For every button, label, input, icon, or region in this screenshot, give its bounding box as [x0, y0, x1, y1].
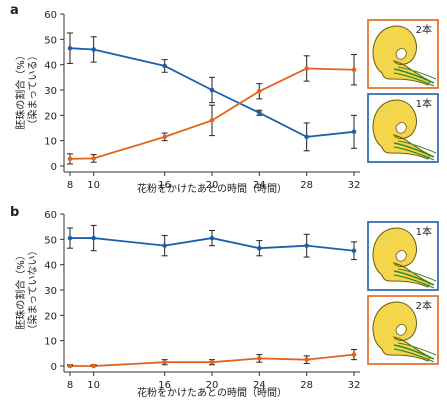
- data-point: [351, 129, 357, 135]
- data-point: [209, 118, 215, 123]
- x-tick-label: 20: [206, 180, 219, 191]
- y-axis-label: 胚珠の割合（%）: [14, 50, 27, 130]
- y-tick-label: 10: [44, 137, 57, 148]
- data-point: [162, 63, 167, 69]
- data-point: [91, 363, 96, 369]
- data-point: [351, 352, 357, 357]
- x-tick-label: 28: [300, 180, 313, 191]
- y-axis-sublabel: （染まっていない）: [26, 245, 39, 334]
- y-axis-label: 胚珠の割合（%）: [14, 250, 27, 330]
- y-tick-label: 50: [44, 35, 57, 46]
- data-point: [304, 134, 309, 140]
- panel-b: b 0 10 20 30 40 50 60 8 10 16 20 24 28 32 花粉をかけたあとの時間（時…: [10, 205, 439, 399]
- x-tick-label: 10: [87, 380, 100, 391]
- y-tick-label: 0: [51, 362, 57, 373]
- data-point: [209, 359, 215, 365]
- x-tick-label: 20: [206, 380, 219, 391]
- data-point: [257, 245, 262, 251]
- legend-label: 2本: [416, 23, 432, 36]
- data-point: [351, 248, 357, 254]
- panel-letter: a: [10, 3, 19, 18]
- y-tick-label: 60: [44, 10, 57, 21]
- y-tick-label: 20: [44, 311, 57, 322]
- x-tick-label: 10: [87, 180, 100, 191]
- data-point: [67, 45, 73, 51]
- data-point: [67, 235, 73, 241]
- y-tick-label: 60: [44, 210, 57, 221]
- panel-a: a 0 10 20 30 40 50 60 8 10 16 20 24 28 32 花粉をかけたあとの時間（時…: [10, 3, 439, 195]
- data-point: [91, 156, 96, 161]
- y-axis-sublabel: （染まっている）: [26, 50, 39, 129]
- data-point: [91, 47, 96, 52]
- y-tick-label: 40: [44, 261, 57, 272]
- y-tick-label: 10: [44, 337, 57, 348]
- y-tick-label: 40: [44, 61, 57, 72]
- data-point: [257, 88, 262, 94]
- legend-label: 1本: [416, 225, 432, 238]
- data-point: [209, 87, 215, 93]
- legend-label: 2本: [416, 299, 432, 312]
- x-axis-label: 花粉をかけたあとの時間（時間）: [137, 386, 287, 399]
- x-tick-label: 32: [348, 380, 361, 391]
- data-point: [67, 156, 73, 162]
- data-point: [162, 359, 167, 365]
- y-tick-label: 20: [44, 111, 57, 122]
- x-tick-label: 8: [67, 180, 73, 191]
- data-point: [162, 243, 167, 248]
- x-tick-label: 16: [158, 180, 171, 191]
- x-tick-label: 16: [158, 380, 171, 391]
- legend-label: 1本: [416, 97, 432, 110]
- x-tick-label: 8: [67, 380, 73, 391]
- data-point: [257, 356, 262, 361]
- panel-letter: b: [10, 205, 19, 220]
- y-tick-label: 30: [44, 86, 57, 97]
- x-axis-label: 花粉をかけたあとの時間（時間）: [137, 182, 287, 195]
- data-point: [91, 235, 96, 241]
- data-point: [257, 110, 262, 116]
- y-tick-label: 0: [51, 162, 57, 173]
- data-point: [67, 363, 73, 369]
- data-point: [162, 134, 167, 140]
- x-tick-label: 24: [253, 180, 266, 191]
- x-tick-label: 28: [300, 380, 313, 391]
- y-tick-label: 50: [44, 235, 57, 246]
- data-point: [304, 66, 309, 71]
- x-tick-label: 24: [253, 380, 266, 391]
- y-tick-label: 30: [44, 286, 57, 297]
- data-point: [304, 243, 309, 248]
- data-point: [209, 235, 215, 241]
- x-tick-label: 32: [348, 180, 361, 191]
- data-point: [304, 357, 309, 362]
- data-point: [351, 67, 357, 73]
